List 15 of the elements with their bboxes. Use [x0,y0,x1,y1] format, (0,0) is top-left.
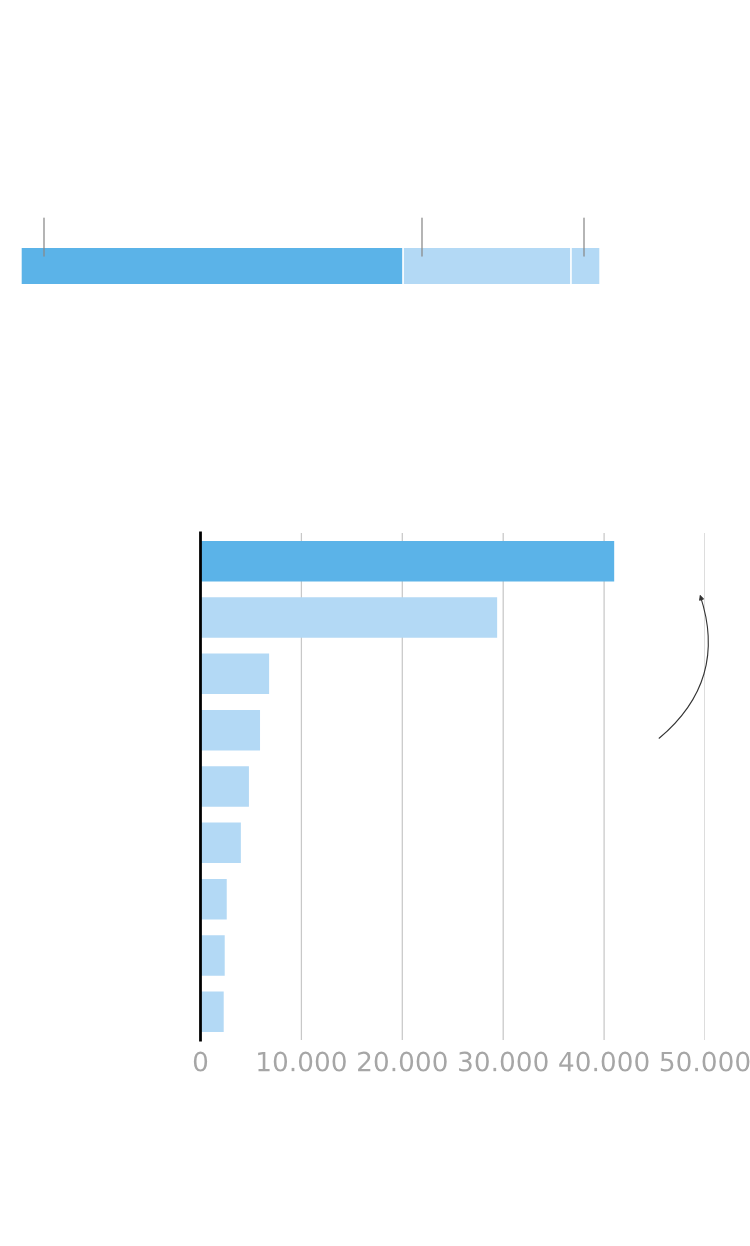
x-tick-label: 40.000 [559,1051,649,1072]
x-tick-label: 20.000 [358,1051,447,1072]
x-tick-label: 10.000 [258,1051,346,1072]
bar [200,597,498,638]
bar [200,822,241,864]
bar [200,540,615,582]
x-tick-label: 30.000 [459,1051,548,1072]
bar [200,935,225,976]
bar [200,991,224,1033]
bar [200,653,270,695]
x-tick-label: 50.000 [660,1051,750,1072]
x-tick-label: 0 [193,1051,208,1072]
bar [200,766,249,807]
bar [200,878,227,920]
bar [200,709,261,751]
